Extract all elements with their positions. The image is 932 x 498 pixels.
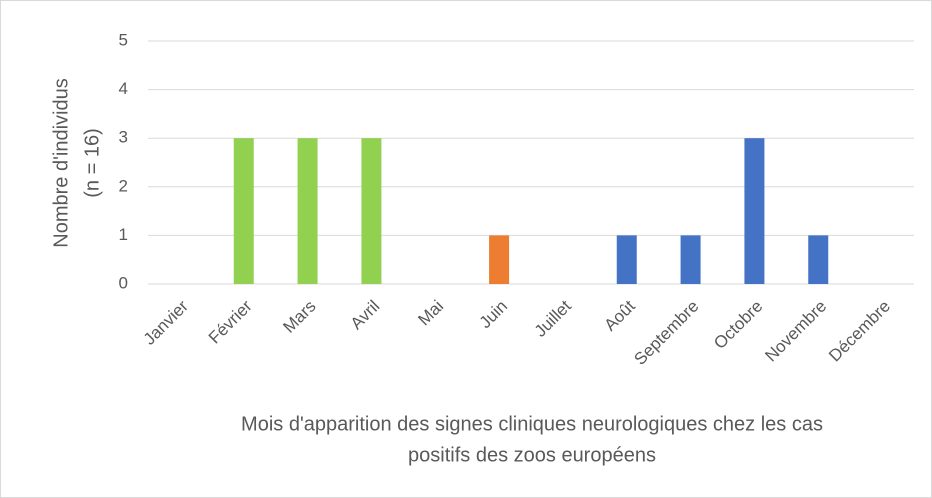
y-axis-label: Nombre d'individus [50,78,72,247]
y-tick-label: 1 [119,225,128,244]
bar [361,138,382,284]
y-tick-label: 5 [119,30,128,49]
x-axis-label: Mois d'apparition des signes cliniques n… [241,413,823,435]
bar [744,138,765,284]
y-tick-label: 4 [119,79,128,98]
bar [489,235,510,284]
y-tick-label: 3 [119,128,128,147]
bar [808,235,829,284]
y-tick-label: 2 [119,176,128,195]
y-axis-label: (n = 16) [81,128,103,197]
bar [680,235,701,284]
bar [297,138,318,284]
y-tick-label: 0 [119,273,128,292]
bar [233,138,254,284]
bar [616,235,637,284]
x-axis-label: positifs des zoos européens [408,444,656,466]
